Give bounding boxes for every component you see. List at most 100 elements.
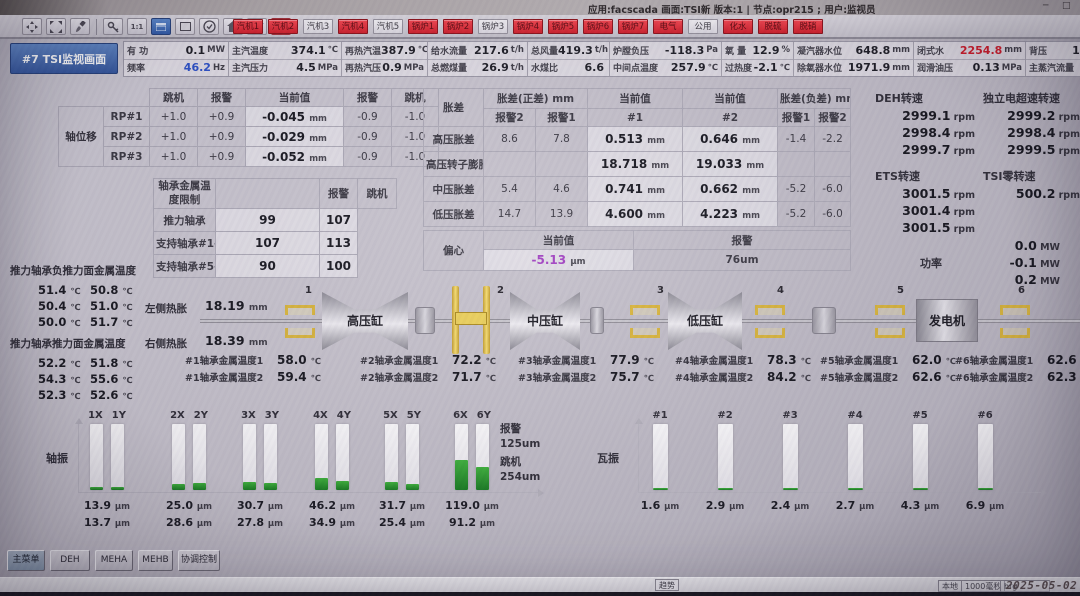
bearing-temp-value: 62.3 ℃ bbox=[1047, 370, 1080, 384]
nav-button-汽机4[interactable]: 汽机4 bbox=[338, 19, 368, 34]
window-blue-icon[interactable] bbox=[151, 18, 171, 35]
pad-cat-label: #3 bbox=[782, 410, 798, 421]
nav-button-锅炉3[interactable]: 锅炉3 bbox=[478, 19, 508, 34]
thrust-temp-value: 51.8 ℃ bbox=[90, 356, 133, 370]
bearing-temp-value: 59.4 ℃ bbox=[277, 370, 322, 384]
footer-button-MEHB[interactable]: MEHB bbox=[138, 550, 173, 571]
nav-button-化水[interactable]: 化水 bbox=[723, 19, 753, 34]
status-metric: 中间点温度 257.9 ℃ bbox=[610, 60, 721, 77]
status-metric-value: 419.3 bbox=[558, 43, 593, 57]
frame-icon[interactable] bbox=[175, 18, 195, 35]
nav-button-锅炉7[interactable]: 锅炉7 bbox=[618, 19, 648, 34]
pad-bar-#2 bbox=[717, 424, 733, 490]
status-metric: 炉膛负压 -118.3 Pa bbox=[610, 42, 721, 60]
status-metric: 总燃煤量 26.9 t/h bbox=[428, 60, 527, 77]
status-metric-label: 给水流量 bbox=[431, 46, 468, 57]
bearing-temp-label: #6轴承金属温度2 bbox=[955, 373, 1034, 384]
speed-value-row: 2998.4 rpm bbox=[902, 125, 975, 140]
pad-cat-label: #2 bbox=[717, 410, 733, 421]
generator-label: 发电机 bbox=[928, 314, 965, 328]
expansion-alarm1 bbox=[534, 151, 589, 177]
status-metric-value: 6.6 bbox=[584, 61, 605, 75]
nav-button-锅炉6[interactable]: 锅炉6 bbox=[583, 19, 613, 34]
expansion-neg2: -6.0 bbox=[814, 201, 852, 227]
vib-value-1Y: 13.7 μm bbox=[83, 516, 131, 529]
vib-cat-label: 6X bbox=[453, 410, 468, 421]
eccentricity-alarm-value: 76um bbox=[633, 249, 851, 271]
status-metric-label: 总风量 bbox=[531, 46, 559, 57]
nav-button-汽机3[interactable]: 汽机3 bbox=[303, 19, 333, 34]
one-to-one-icon[interactable]: 1:1 bbox=[127, 18, 147, 35]
pad-group-5: #5 4.3 μm bbox=[895, 410, 945, 516]
bearing-2-coupling bbox=[448, 286, 494, 354]
window-maximize-icon[interactable]: □ bbox=[1062, 1, 1071, 11]
status-metric-label: 炉膛负压 bbox=[613, 46, 650, 57]
nav-button-汽机2[interactable]: 汽机2 bbox=[268, 19, 298, 34]
power-label-block: 功率 bbox=[920, 255, 942, 273]
power-values: 0.0 MW -0.1 MW 0.2 MW bbox=[968, 238, 1060, 289]
expansion-row-name: 低压胀差 bbox=[423, 201, 484, 227]
status-metric-unit: ℃ bbox=[779, 62, 790, 73]
toolbar-nav-buttons: 汽机1 汽机2 汽机3 汽机4 汽机5 锅炉1 锅炉2 锅炉3 锅炉4 锅炉5 锅炉6 锅炉7 电气 公用… bbox=[233, 19, 823, 34]
axial-header: 当前值 bbox=[245, 88, 344, 107]
vib-cat-label: 3X bbox=[241, 410, 256, 421]
nav-button-脱硫[interactable]: 脱硫 bbox=[758, 19, 788, 34]
hp-cylinder-label: 高压缸 bbox=[346, 313, 383, 328]
axial-row-name: RP#3 bbox=[103, 146, 150, 167]
status-metric-unit: MPa bbox=[1001, 62, 1022, 73]
expansion-current-1: 0.741 mm bbox=[587, 176, 684, 202]
bearing-bracket bbox=[285, 305, 315, 315]
eccentricity-title: 偏心 bbox=[423, 230, 484, 271]
axial-header: 跳机 bbox=[149, 88, 198, 107]
pad-cat-label: #1 bbox=[652, 410, 668, 421]
pad-value-#1: 1.6 μm bbox=[640, 499, 680, 512]
speed-value-row: 2999.5 rpm bbox=[1007, 142, 1080, 157]
lp-cylinder-label: 低压缸 bbox=[686, 313, 723, 328]
footer-button-主菜单[interactable]: 主菜单 bbox=[7, 550, 45, 571]
limit-row-name: 支持轴承#5-#6 bbox=[153, 254, 216, 279]
status-metric-column: 凝汽器水位 648.8 mm 除氧器水位 1971.9 mm bbox=[794, 42, 914, 76]
status-metric-value: 217.6 bbox=[473, 43, 509, 57]
vib-group-3: 3X 3Y 30.7 μm 27.8 μm bbox=[230, 410, 290, 533]
brush-icon[interactable] bbox=[70, 18, 90, 35]
nav-button-锅炉1[interactable]: 锅炉1 bbox=[408, 19, 438, 34]
trend-button[interactable]: 趋势 bbox=[655, 579, 679, 591]
thrust-temp-value: 54.3 ℃ bbox=[38, 372, 81, 386]
footer-button-协调控制[interactable]: 协调控制 bbox=[178, 550, 220, 571]
status-metric-label: 有 功 bbox=[127, 46, 149, 57]
footer-button-MEHA[interactable]: MEHA bbox=[95, 550, 133, 571]
nav-button-锅炉5[interactable]: 锅炉5 bbox=[548, 19, 578, 34]
tsi-zero-speed-block: TSI零转速 500.2 rpm bbox=[983, 168, 1080, 203]
key-icon[interactable] bbox=[103, 18, 123, 35]
pad-bar-#5 bbox=[912, 424, 928, 490]
nav-button-锅炉4[interactable]: 锅炉4 bbox=[513, 19, 543, 34]
thrust-temp-value: 51.4 ℃ bbox=[38, 283, 81, 297]
check-circle-icon[interactable] bbox=[199, 18, 219, 35]
right-expansion-label: 右侧热胀 bbox=[145, 338, 187, 350]
status-metric-unit: mm bbox=[1004, 45, 1022, 56]
expansion-row-name: 高压胀差 bbox=[423, 126, 484, 152]
deh-speed-label: DEH转速 bbox=[875, 92, 923, 105]
footer-button-DEH[interactable]: DEH bbox=[50, 550, 90, 571]
nav-button-汽机5[interactable]: 汽机5 bbox=[373, 19, 403, 34]
fit-screen-icon[interactable] bbox=[46, 18, 66, 35]
speed-value-row: 2999.7 rpm bbox=[902, 142, 975, 157]
status-metric: 润滑油压 0.13 MPa bbox=[914, 60, 1025, 77]
vib-cat-label: 1X bbox=[88, 410, 103, 421]
nav-button-汽机1[interactable]: 汽机1 bbox=[233, 19, 263, 34]
pad-value-#3: 2.4 μm bbox=[770, 499, 810, 512]
nav-button-锅炉2[interactable]: 锅炉2 bbox=[443, 19, 473, 34]
nav-button-电气[interactable]: 电气 bbox=[653, 19, 683, 34]
window-minimize-icon[interactable]: ─ bbox=[1043, 1, 1049, 11]
nav-button-公用[interactable]: 公用 bbox=[688, 19, 718, 34]
nav-button-脱硝[interactable]: 脱硝 bbox=[793, 19, 823, 34]
vib-bar-4Y bbox=[336, 424, 349, 490]
axial-group-label: 轴位移 bbox=[58, 106, 104, 167]
vib-cat-label: 6Y bbox=[476, 410, 491, 421]
status-metric: 频率 46.2 Hz bbox=[124, 60, 228, 77]
status-metric-label: 频率 bbox=[127, 64, 146, 75]
axial-row-name: RP#2 bbox=[103, 126, 150, 147]
status-metric-unit: Hz bbox=[212, 62, 225, 73]
pan-icon[interactable] bbox=[22, 18, 42, 35]
bearing-number-5: 5 bbox=[897, 285, 904, 296]
